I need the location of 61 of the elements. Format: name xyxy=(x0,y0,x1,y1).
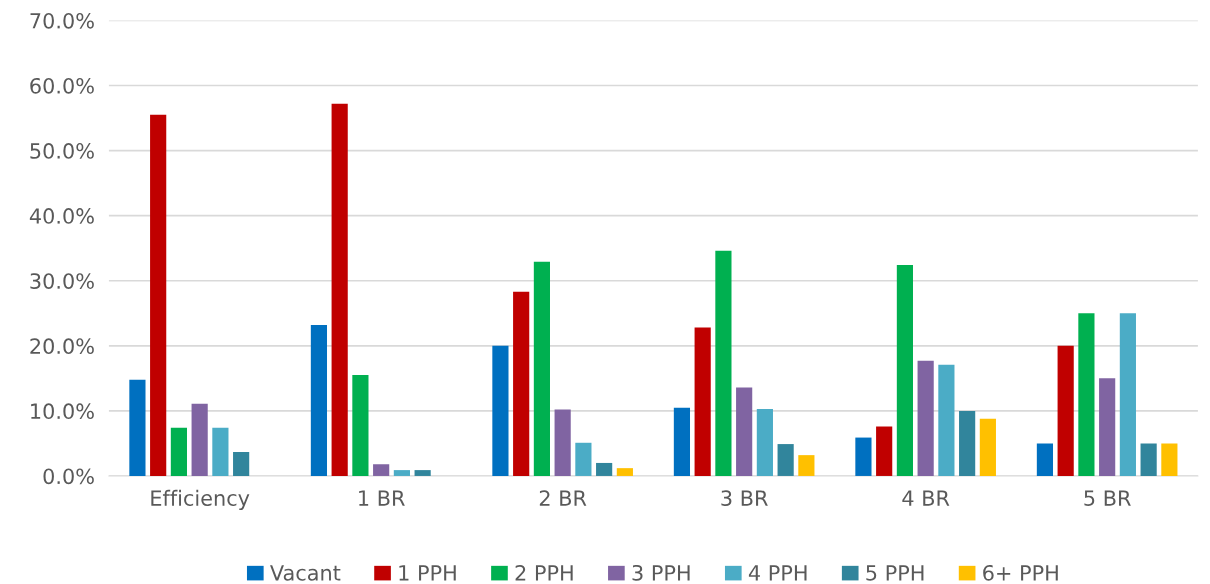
bar xyxy=(777,444,794,476)
y-tick-label: 0.0% xyxy=(43,468,94,485)
bar xyxy=(1078,313,1095,476)
x-tick-label: 3 BR xyxy=(721,490,768,506)
bar xyxy=(736,387,753,476)
x-tick-label: Efficiency xyxy=(151,489,250,511)
bar xyxy=(959,410,976,476)
legend-label: 5 PPH xyxy=(866,565,924,581)
bar xyxy=(310,324,328,476)
bar xyxy=(352,375,369,476)
bar xyxy=(673,407,691,476)
y-tick-label: 70.0% xyxy=(30,12,94,29)
bar xyxy=(896,265,913,476)
bar xyxy=(331,103,348,476)
legend-label: 2 PPH xyxy=(515,564,573,581)
y-tick-label: 40.0% xyxy=(29,208,94,224)
bar xyxy=(876,426,893,476)
bar xyxy=(513,291,530,476)
bar xyxy=(170,427,187,476)
bar xyxy=(1161,443,1178,476)
y-tick-label: 10.0% xyxy=(31,403,94,420)
bar xyxy=(554,409,571,476)
bar xyxy=(191,403,208,476)
y-tick-label: 30.0% xyxy=(30,273,94,289)
bar xyxy=(533,261,550,476)
bar xyxy=(855,437,872,476)
bar xyxy=(393,470,410,476)
legend-label: 3 PPH xyxy=(632,564,690,581)
bar xyxy=(917,360,934,476)
bar xyxy=(1099,378,1116,476)
bar xyxy=(1140,443,1157,476)
bar xyxy=(798,455,815,476)
bar xyxy=(979,418,996,476)
bar xyxy=(715,250,732,476)
bar xyxy=(616,468,633,476)
bar xyxy=(1119,313,1136,476)
bar xyxy=(373,464,390,476)
legend-label: 1 PPH xyxy=(399,565,456,581)
x-tick-label: 5 BR xyxy=(1084,490,1131,506)
bar xyxy=(596,462,613,476)
legend-label: Vacant xyxy=(270,565,341,581)
bar xyxy=(414,470,431,476)
x-tick-label: 2 BR xyxy=(539,490,587,506)
y-tick-label: 20.0% xyxy=(30,338,94,355)
bar xyxy=(150,114,167,476)
y-tick-label: 60.0% xyxy=(30,77,94,94)
bar xyxy=(492,345,509,476)
bar xyxy=(938,364,955,476)
bar xyxy=(233,451,250,476)
bar xyxy=(575,442,592,476)
legend-label: 6+ PPH xyxy=(983,564,1058,581)
bar xyxy=(129,379,146,476)
x-tick-label: 4 BR xyxy=(902,490,950,506)
x-tick-label: 1 BR xyxy=(359,490,405,506)
legend-label: 4 PPH xyxy=(748,565,807,581)
bar xyxy=(212,427,229,476)
bar xyxy=(756,408,773,476)
y-tick-label: 50.0% xyxy=(30,143,94,159)
bar xyxy=(1036,443,1054,476)
bar xyxy=(1057,345,1074,476)
bar xyxy=(694,327,711,476)
